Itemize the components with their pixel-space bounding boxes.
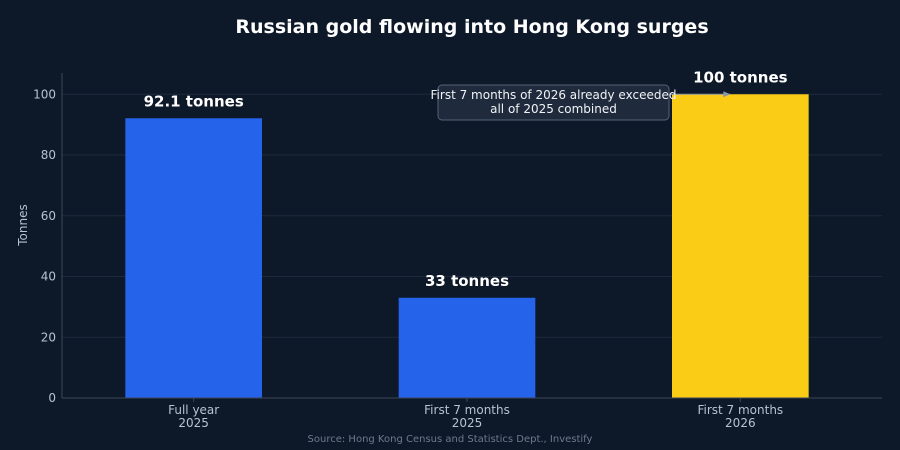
chart-title: Russian gold flowing into Hong Kong surg… — [235, 16, 708, 38]
x-tick-label: Full year — [168, 403, 219, 417]
bar-value-label: 33 tonnes — [425, 272, 509, 290]
y-tick-label: 100 — [33, 87, 56, 101]
annotation-text: all of 2025 combined — [490, 102, 617, 116]
x-tick-label: First 7 months — [424, 403, 510, 417]
source-note: Source: Hong Kong Census and Statistics … — [308, 434, 593, 445]
bar-value-label: 92.1 tonnes — [144, 92, 244, 110]
y-axis-label: Tonnes — [16, 204, 30, 246]
bar — [672, 94, 809, 398]
y-axis-ticks: 0 20 40 60 80 100 — [33, 73, 882, 405]
annotation-text: First 7 months of 2026 already exceeded — [431, 88, 677, 102]
x-tick-label: 2025 — [178, 416, 209, 430]
y-tick-label: 20 — [41, 330, 56, 344]
annotation: First 7 months of 2026 already exceededa… — [431, 84, 731, 121]
y-tick-label: 40 — [41, 270, 56, 284]
bars: 92.1 tonnes 33 tonnes 100 tonnes — [125, 68, 809, 398]
bar-value-label: 100 tonnes — [693, 68, 788, 86]
annotation-box — [437, 84, 670, 121]
bar — [125, 118, 262, 398]
y-tick-label: 60 — [41, 209, 56, 223]
x-tick-label: First 7 months — [697, 403, 783, 417]
y-tick-label: 80 — [41, 148, 56, 162]
x-tick-label: 2025 — [452, 416, 483, 430]
y-tick-label: 0 — [48, 391, 56, 405]
x-tick-label: 2026 — [725, 416, 756, 430]
bar — [398, 297, 536, 398]
annotation-arrowhead — [723, 91, 731, 98]
